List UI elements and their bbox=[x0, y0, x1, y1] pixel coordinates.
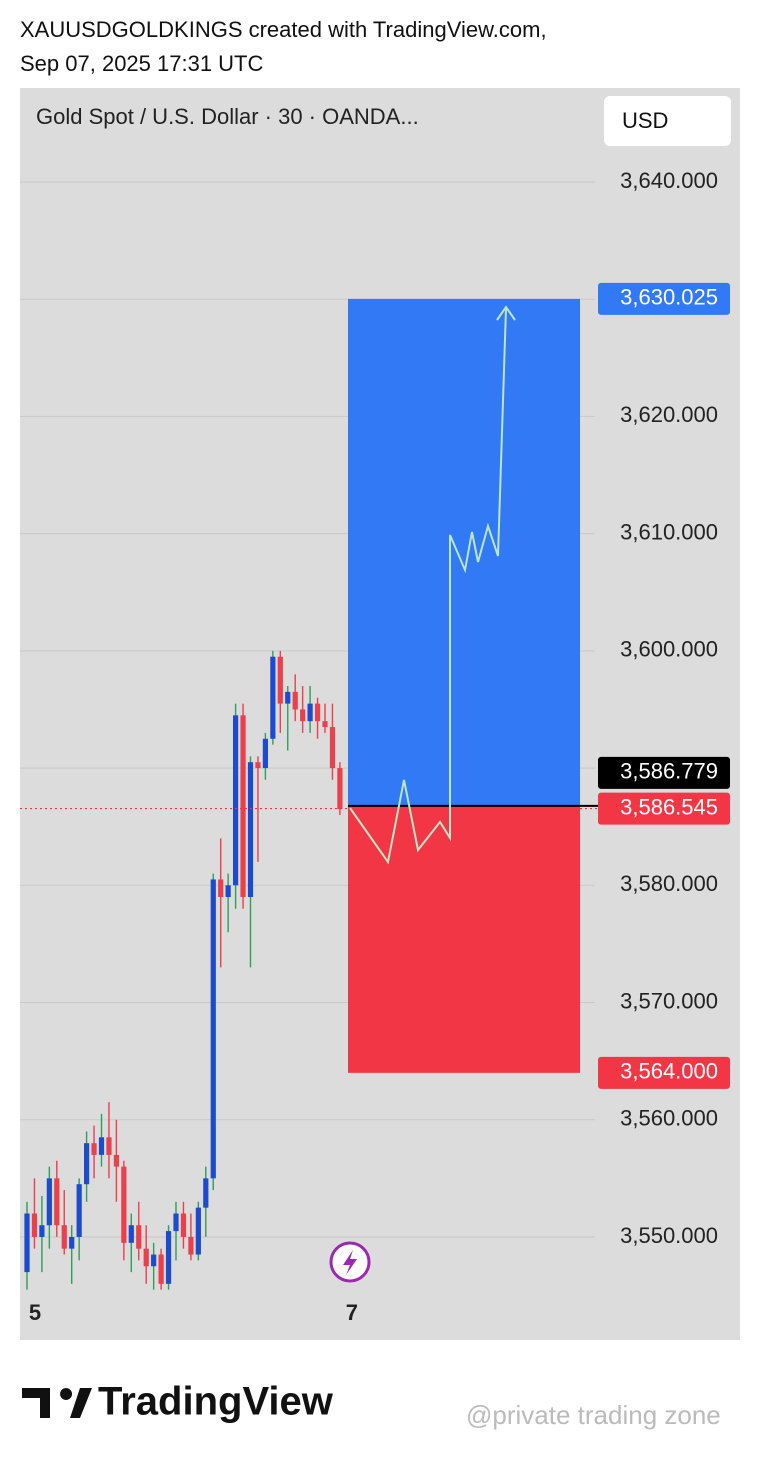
candle-body bbox=[329, 727, 336, 769]
candle-body bbox=[270, 656, 276, 739]
candle-body bbox=[151, 1254, 157, 1267]
candle-body bbox=[143, 1248, 149, 1267]
candle-body bbox=[24, 1213, 30, 1273]
y-tick-label: 3,600.000 bbox=[620, 637, 718, 662]
candle-body bbox=[39, 1225, 45, 1237]
candle-body bbox=[165, 1231, 172, 1284]
y-tick-label: 3,640.000 bbox=[620, 168, 718, 193]
x-tick-label: 5 bbox=[29, 1300, 41, 1325]
candle-body bbox=[210, 879, 216, 1179]
target-zone bbox=[348, 298, 580, 806]
candle-body bbox=[69, 1236, 75, 1249]
candle-body bbox=[322, 721, 328, 728]
price-tag bbox=[598, 282, 730, 315]
candle-body bbox=[31, 1213, 38, 1237]
header-line: Sep 07, 2025 17:31 UTC bbox=[20, 51, 263, 76]
y-tick-label: 3,560.000 bbox=[620, 1106, 718, 1131]
candle-body bbox=[61, 1225, 67, 1249]
y-tick-label: 3,620.000 bbox=[620, 402, 718, 427]
candle-body bbox=[180, 1213, 187, 1237]
chart-title: Gold Spot / U.S. Dollar · 30 · OANDA... bbox=[36, 104, 419, 129]
candle-body bbox=[173, 1213, 179, 1232]
candle-body bbox=[277, 656, 283, 704]
header-line: XAUUSDGOLDKINGS created with TradingView… bbox=[20, 17, 547, 42]
candle-body bbox=[292, 691, 298, 710]
currency-label[interactable]: USD bbox=[622, 108, 668, 133]
stop-zone bbox=[348, 805, 580, 1073]
candle-body bbox=[218, 879, 224, 898]
y-tick-label: 3,610.000 bbox=[620, 519, 718, 544]
candle-body bbox=[106, 1137, 112, 1155]
candle-body bbox=[158, 1254, 164, 1284]
x-tick-label: 7 bbox=[346, 1300, 358, 1325]
currency-button[interactable] bbox=[604, 96, 731, 146]
candle-body bbox=[76, 1184, 82, 1237]
candle-body bbox=[188, 1236, 194, 1255]
brand-name: TradingView bbox=[98, 1380, 334, 1424]
candle-body bbox=[98, 1137, 105, 1155]
candle-body bbox=[300, 709, 306, 722]
price-tag-label: 3,586.545 bbox=[620, 794, 718, 819]
candle-body bbox=[46, 1178, 52, 1226]
candle-body bbox=[233, 715, 239, 886]
price-tag-label: 3,564.000 bbox=[620, 1059, 718, 1084]
candle-body bbox=[113, 1154, 119, 1167]
candle-body bbox=[128, 1225, 134, 1243]
candle-body bbox=[314, 703, 321, 722]
candle-body bbox=[195, 1207, 201, 1255]
candle-body bbox=[121, 1166, 127, 1243]
y-tick-label: 3,550.000 bbox=[620, 1223, 718, 1248]
price-labels: 3,550.0003,560.0003,570.0003,580.0003,59… bbox=[598, 168, 730, 1248]
candle-body bbox=[203, 1178, 209, 1208]
candle-body bbox=[307, 703, 313, 722]
brand-logo bbox=[22, 1388, 92, 1418]
price-tag-label: 3,630.025 bbox=[620, 285, 718, 310]
candle-body bbox=[84, 1143, 90, 1185]
candle-body bbox=[54, 1178, 60, 1226]
candle-body bbox=[285, 691, 291, 704]
y-tick-label: 3,570.000 bbox=[620, 988, 718, 1013]
forecast-arrowhead bbox=[496, 305, 516, 321]
price-tag bbox=[598, 756, 730, 789]
y-tick-label: 3,580.000 bbox=[620, 871, 718, 896]
price-tag bbox=[598, 1056, 730, 1089]
candle-body bbox=[136, 1225, 142, 1249]
lightning-glyph bbox=[343, 1250, 357, 1275]
candle-body bbox=[262, 738, 268, 769]
forecast-path bbox=[349, 307, 507, 865]
watermark: @private trading zone bbox=[466, 1400, 721, 1430]
price-tag bbox=[598, 792, 730, 825]
candle-body bbox=[91, 1143, 97, 1155]
candle-body bbox=[240, 715, 246, 898]
candle-body bbox=[225, 885, 231, 898]
price-tag-label: 3,586.779 bbox=[620, 759, 718, 784]
candle-body bbox=[337, 768, 343, 810]
candle-body bbox=[255, 762, 261, 769]
candle-body bbox=[247, 762, 254, 898]
